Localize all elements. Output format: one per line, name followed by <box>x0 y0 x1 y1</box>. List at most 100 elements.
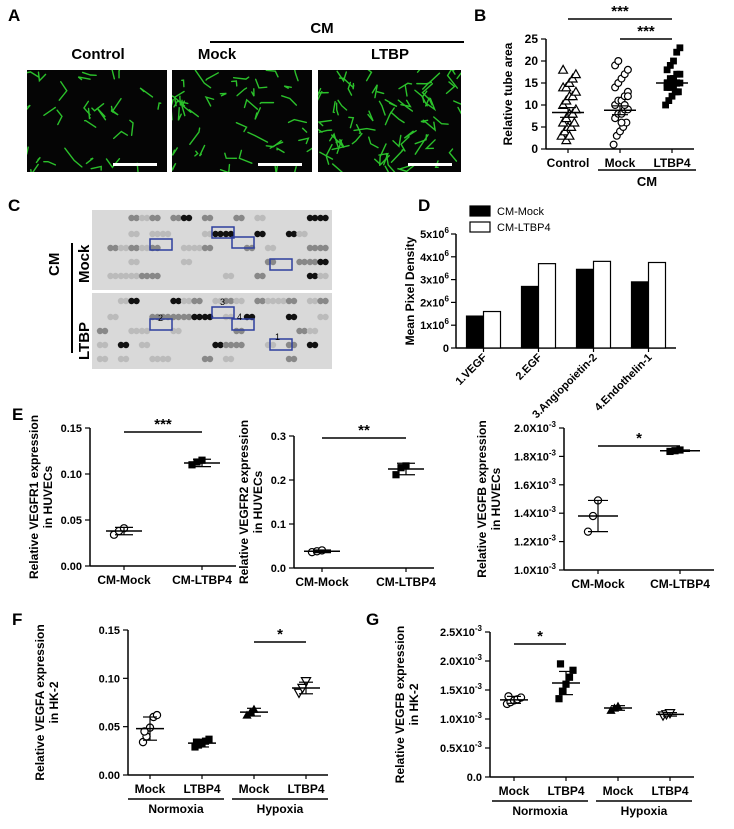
blot-spot <box>306 297 314 305</box>
tube-segment <box>118 70 121 79</box>
tube-segment <box>448 148 458 162</box>
data-point <box>188 461 196 469</box>
data-point <box>623 65 632 74</box>
significance-label: *** <box>611 3 629 20</box>
tube-segment <box>173 100 189 108</box>
blot-spot <box>143 214 151 222</box>
blot-spot <box>101 355 109 363</box>
tube-segment <box>281 95 298 106</box>
tube-segment <box>318 128 323 133</box>
y-axis-label: Relative VEGFA expression <box>33 624 47 780</box>
blot-spot <box>317 313 324 321</box>
tube-segment <box>177 106 182 121</box>
blot-spot <box>138 244 146 252</box>
data-point <box>558 687 567 695</box>
x-tick-label: CM-LTBP4 <box>376 575 436 589</box>
blot-spot <box>322 214 329 222</box>
blot-spot <box>311 341 319 349</box>
tube-segment <box>236 87 248 97</box>
chart-e1: 0.00 0.05 0.10 0.15 Relative VEGFR1 expressi… <box>27 415 236 587</box>
tube-segment <box>247 131 269 143</box>
x-tick-label: LTBP4 <box>287 782 324 796</box>
data-point <box>662 101 669 109</box>
y-tick-label: 2x106 <box>420 294 449 309</box>
tube-segment <box>64 147 83 168</box>
blot-spot <box>280 297 287 305</box>
tube-segment <box>400 136 410 152</box>
tube-segment <box>251 88 255 97</box>
x-tick-label: CM-Mock <box>571 577 625 591</box>
blot-spot <box>128 297 135 305</box>
blot-spot <box>259 214 266 222</box>
tube-segment <box>319 151 334 160</box>
significance-label: * <box>636 430 642 447</box>
blot-spot <box>206 355 214 363</box>
tube-segment <box>276 147 285 154</box>
highlight-box <box>211 306 235 319</box>
tube-segment <box>328 132 339 148</box>
y-tick-label: 5x106 <box>420 226 449 241</box>
data-point <box>676 44 684 52</box>
blot-spot <box>322 258 329 266</box>
tube-segment <box>139 87 154 98</box>
tube-segment <box>204 95 215 107</box>
blot-spot <box>149 214 156 222</box>
tube-segment <box>27 104 31 111</box>
blot-spot <box>201 214 209 222</box>
y-tick-label: 0.0 <box>467 772 482 784</box>
tube-segment <box>451 70 456 75</box>
x-tick-label: LTBP4 <box>651 784 688 798</box>
tube-segment <box>85 157 94 165</box>
blot-spot <box>296 230 303 238</box>
tube-segment <box>392 134 402 148</box>
tube-segment <box>378 100 386 116</box>
blot-spot <box>259 297 266 305</box>
blot-spot <box>301 258 308 266</box>
tube-segment <box>400 99 412 108</box>
blot-spot <box>201 313 209 321</box>
y-tick-label: 1.0X10-3 <box>440 711 483 726</box>
blot-spot <box>196 297 203 305</box>
data-point <box>392 471 400 479</box>
tube-segment <box>331 163 343 172</box>
panel-letter-d: D <box>418 196 431 215</box>
tube-segment <box>83 119 97 128</box>
blot-spot <box>306 258 314 266</box>
data-point <box>564 130 575 140</box>
blot-spot <box>311 258 319 266</box>
blot-spot <box>301 230 308 238</box>
bar <box>575 268 595 349</box>
x-tick-label: Control <box>547 156 590 170</box>
blot-spot <box>164 230 172 238</box>
significance-label: *** <box>154 416 172 433</box>
blot-spot <box>185 214 193 222</box>
blot-spot <box>180 297 188 305</box>
tube-segment <box>353 127 376 132</box>
image-label-ltbp: LTBP <box>370 46 410 63</box>
data-point <box>666 62 674 69</box>
tube-segment <box>35 156 41 164</box>
tube-segment <box>456 72 461 80</box>
blot-spot <box>322 313 329 321</box>
blot-spot <box>164 355 172 363</box>
spot-number-2: 2 <box>158 313 164 323</box>
blot-spot <box>201 244 209 252</box>
spot-number-3: 3 <box>220 297 226 307</box>
tube-segment <box>27 71 40 78</box>
blot-spot <box>285 341 293 349</box>
data-point <box>556 660 565 668</box>
blot-spot <box>191 297 198 305</box>
blot-spot <box>264 244 272 252</box>
significance-label: *** <box>637 23 655 40</box>
tube-segment <box>27 146 29 156</box>
tube-segment <box>318 90 323 101</box>
blot-spot <box>170 297 177 305</box>
data-point <box>663 84 671 91</box>
y-tick-label: 5 <box>531 120 538 134</box>
tube-segment <box>172 147 178 156</box>
micrograph-ltbp <box>318 70 461 172</box>
panel-letter-b: B <box>474 6 487 25</box>
blot-cm-bracket <box>71 243 73 353</box>
blot-spot <box>122 244 130 252</box>
